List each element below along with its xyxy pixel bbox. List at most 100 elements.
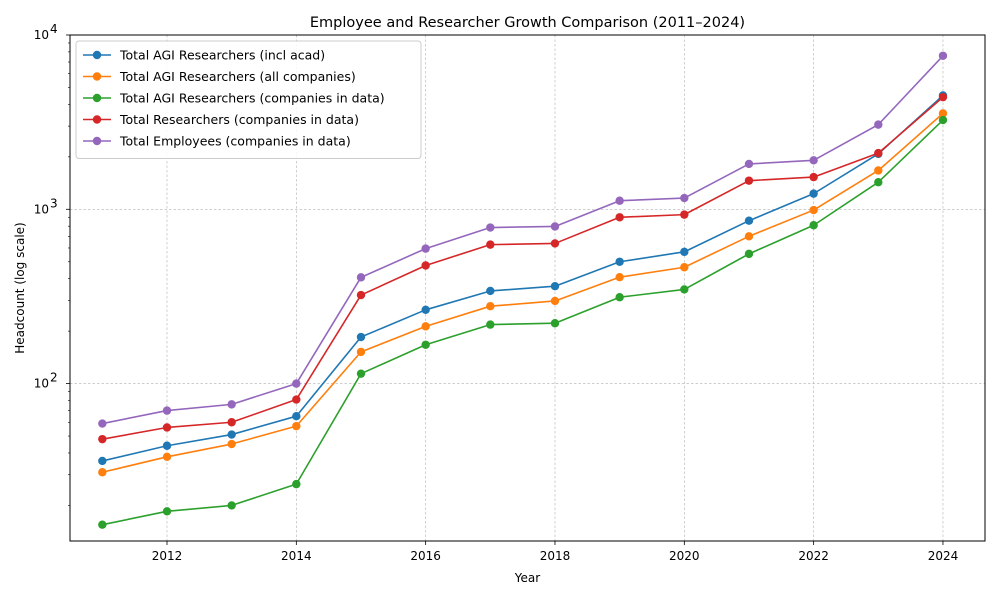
data-point <box>680 285 689 294</box>
data-point <box>421 340 430 349</box>
legend-item: Total AGI Researchers (all companies) <box>83 69 356 84</box>
data-point <box>874 120 883 129</box>
x-tick-label: 2014 <box>281 549 312 563</box>
data-point <box>162 406 172 415</box>
series-line <box>102 112 944 474</box>
data-point <box>486 286 495 296</box>
legend-label: Total Researchers (companies in data) <box>119 112 359 127</box>
series-line <box>102 96 944 440</box>
y-tick-exponent: 3 <box>50 196 58 210</box>
data-point <box>356 369 366 378</box>
legend-marker <box>92 50 102 60</box>
y-axis-label: Headcount (log scale) <box>13 222 27 353</box>
legend-label: Total AGI Researchers (incl acad) <box>119 48 325 63</box>
x-axis-label: Year <box>514 571 540 585</box>
data-point <box>874 178 883 187</box>
data-point <box>744 232 754 241</box>
data-point <box>227 439 236 449</box>
data-point <box>292 379 301 388</box>
data-point <box>356 347 366 357</box>
legend-item: Total Researchers (companies in data) <box>83 112 359 127</box>
data-point <box>421 261 430 270</box>
series-line <box>102 94 944 462</box>
data-point <box>744 176 754 185</box>
data-point <box>292 421 301 431</box>
data-point <box>421 322 430 331</box>
y-tick-label: 10 <box>34 377 49 391</box>
x-tick-label: 2022 <box>798 549 829 563</box>
data-point <box>550 239 560 248</box>
data-point <box>98 468 107 477</box>
data-point <box>809 156 818 165</box>
legend-marker <box>92 93 102 103</box>
data-point <box>292 479 301 489</box>
data-point <box>744 216 754 225</box>
legend-marker <box>92 72 102 81</box>
legend-item: Total AGI Researchers (companies in data… <box>83 91 385 106</box>
plot-frame <box>69 34 986 542</box>
data-point <box>615 293 624 302</box>
legend: Total AGI Researchers (incl acad) Total A… <box>75 40 422 159</box>
legend-label: Total Employees (companies in data) <box>119 134 351 149</box>
data-point <box>98 434 107 444</box>
legend-marker <box>92 136 102 146</box>
data-point <box>615 213 624 222</box>
data-point <box>550 319 560 328</box>
data-point <box>421 305 430 315</box>
x-tick-label: 2018 <box>540 549 571 563</box>
data-point <box>615 196 624 205</box>
data-point <box>680 210 689 219</box>
series-layer <box>98 51 948 529</box>
data-point <box>938 92 948 102</box>
data-point <box>680 263 689 272</box>
legend-label: Total AGI Researchers (companies in data… <box>119 91 385 106</box>
data-point <box>874 166 883 175</box>
data-point <box>162 507 172 516</box>
legend-item: Total AGI Researchers (incl acad) <box>83 48 325 63</box>
x-tick-label: 2012 <box>152 549 183 563</box>
series-5 <box>98 51 948 428</box>
data-point <box>98 520 107 529</box>
series-4 <box>98 92 948 444</box>
data-point <box>227 501 236 510</box>
data-point <box>809 172 818 182</box>
data-point <box>809 205 818 215</box>
series-3 <box>98 115 948 529</box>
data-point <box>227 418 236 427</box>
data-point <box>227 400 236 409</box>
series-2 <box>98 109 948 477</box>
legend-item: Total Employees (companies in data) <box>83 134 351 149</box>
data-point <box>809 221 818 230</box>
data-point <box>680 247 689 257</box>
data-point <box>98 419 107 428</box>
legend-box <box>75 40 422 159</box>
data-point <box>938 109 948 118</box>
y-tick-label: 10 <box>34 28 49 42</box>
legend-label: Total AGI Researchers (all companies) <box>119 69 356 84</box>
series-line <box>102 55 944 425</box>
data-point <box>486 223 495 232</box>
data-point <box>615 272 624 282</box>
y-tick-exponent: 4 <box>50 22 58 36</box>
data-point <box>162 423 172 432</box>
data-point <box>744 159 754 169</box>
data-point <box>98 456 107 466</box>
data-point <box>938 115 948 125</box>
data-point <box>550 222 560 231</box>
data-point <box>356 290 366 300</box>
data-point <box>680 193 689 203</box>
data-point <box>486 240 495 249</box>
data-point <box>550 282 560 291</box>
y-tick-label: 10 <box>34 202 49 216</box>
data-point <box>356 332 366 342</box>
x-tick-label: 2020 <box>669 549 700 563</box>
data-point <box>356 273 366 282</box>
data-point <box>486 320 495 329</box>
data-point <box>421 244 430 253</box>
data-point <box>809 189 818 198</box>
data-point <box>938 51 948 60</box>
data-point <box>615 257 624 266</box>
x-tick-label: 2016 <box>410 549 441 563</box>
